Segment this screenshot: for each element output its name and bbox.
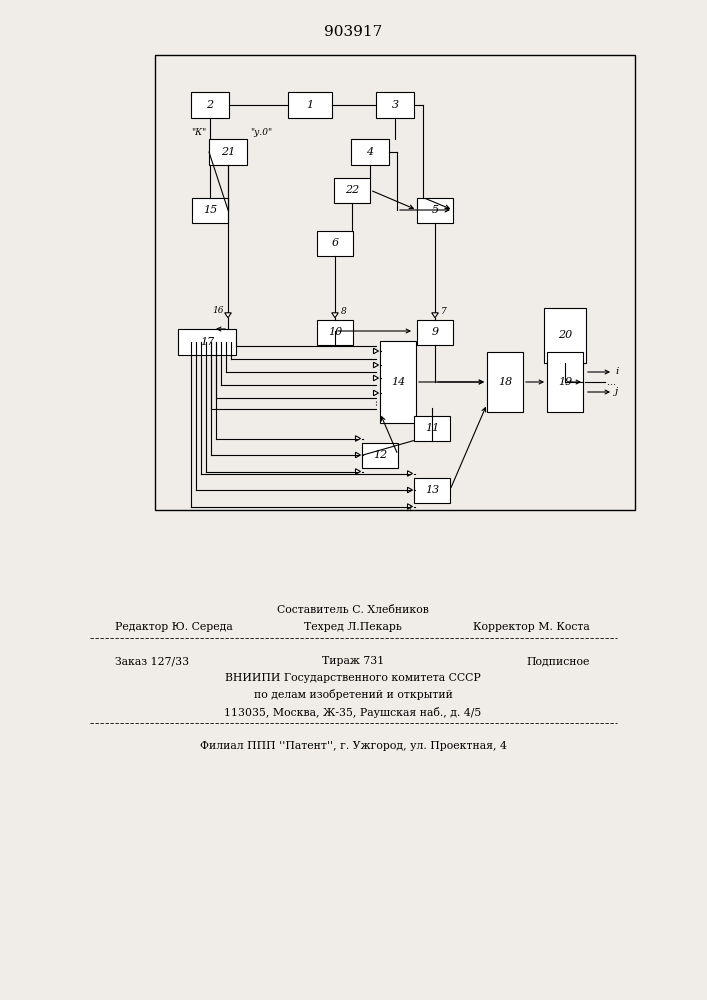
Text: i: i	[615, 367, 619, 376]
Text: 4: 4	[366, 147, 373, 157]
Polygon shape	[332, 313, 339, 318]
Text: ...: ...	[607, 377, 616, 387]
Polygon shape	[373, 348, 378, 354]
Polygon shape	[356, 469, 361, 474]
Text: Заказ 127/33: Заказ 127/33	[115, 656, 189, 666]
Text: 14: 14	[391, 377, 405, 387]
Bar	[155, 55, 635, 510]
Text: 13: 13	[425, 485, 439, 495]
Bar	[362, 442, 398, 468]
Text: 6: 6	[332, 238, 339, 248]
Bar	[351, 139, 389, 165]
Bar	[547, 352, 583, 412]
Text: 19: 19	[558, 377, 572, 387]
Text: 9: 9	[431, 327, 438, 337]
Polygon shape	[432, 313, 438, 318]
Text: 11: 11	[425, 423, 439, 433]
Text: j: j	[615, 387, 618, 396]
Polygon shape	[373, 390, 378, 396]
Bar	[414, 416, 450, 440]
Text: 1: 1	[306, 100, 314, 110]
Text: 20: 20	[558, 330, 572, 340]
Polygon shape	[373, 362, 378, 368]
Text: 5: 5	[431, 205, 438, 215]
Text: по делам изобретений и открытий: по делам изобретений и открытий	[254, 690, 452, 700]
Text: 7: 7	[441, 307, 447, 316]
Bar	[376, 92, 414, 118]
Text: 903917: 903917	[324, 25, 382, 39]
Text: 21: 21	[221, 147, 235, 157]
Text: Корректор М. Коста: Корректор М. Коста	[473, 622, 590, 632]
Text: "К": "К"	[191, 128, 206, 137]
Text: 12: 12	[373, 450, 387, 460]
Polygon shape	[407, 487, 412, 493]
Polygon shape	[225, 313, 231, 318]
Polygon shape	[407, 504, 412, 509]
Bar	[288, 92, 332, 118]
Text: ВНИИПИ Государственного комитета СССР: ВНИИПИ Государственного комитета СССР	[225, 673, 481, 683]
Text: "у.0": "у.0"	[250, 128, 272, 137]
Text: 16: 16	[212, 306, 223, 315]
Polygon shape	[407, 471, 412, 476]
Polygon shape	[373, 375, 378, 381]
Bar	[334, 178, 370, 202]
Polygon shape	[356, 436, 361, 441]
Bar	[192, 198, 228, 223]
Text: Составитель С. Хлебников: Составитель С. Хлебников	[277, 605, 429, 615]
Bar	[209, 139, 247, 165]
Bar	[417, 198, 453, 223]
Text: 15: 15	[203, 205, 217, 215]
Text: Филиал ППП ''Патент'', г. Ужгород, ул. Проектная, 4: Филиал ППП ''Патент'', г. Ужгород, ул. П…	[199, 741, 506, 751]
Text: Техред Л.Пекарь: Техред Л.Пекарь	[304, 622, 402, 632]
Bar	[414, 478, 450, 502]
Text: 3: 3	[392, 100, 399, 110]
Text: 10: 10	[328, 327, 342, 337]
Text: Подписное: Подписное	[527, 656, 590, 666]
Text: 8: 8	[341, 307, 346, 316]
Polygon shape	[356, 452, 361, 458]
Bar	[380, 341, 416, 423]
Text: Редактор Ю. Середа: Редактор Ю. Середа	[115, 622, 233, 632]
Bar	[317, 231, 353, 255]
Bar	[178, 329, 236, 355]
Text: 113035, Москва, Ж-35, Раушская наб., д. 4/5: 113035, Москва, Ж-35, Раушская наб., д. …	[224, 706, 481, 718]
Bar	[417, 320, 453, 344]
Text: 2: 2	[206, 100, 214, 110]
Bar	[191, 92, 229, 118]
Text: 18: 18	[498, 377, 512, 387]
Bar	[487, 352, 523, 412]
Bar	[317, 320, 353, 344]
Text: 22: 22	[345, 185, 359, 195]
Text: 17: 17	[200, 337, 214, 347]
Bar	[544, 308, 586, 362]
Text: Тираж 731: Тираж 731	[322, 656, 384, 666]
